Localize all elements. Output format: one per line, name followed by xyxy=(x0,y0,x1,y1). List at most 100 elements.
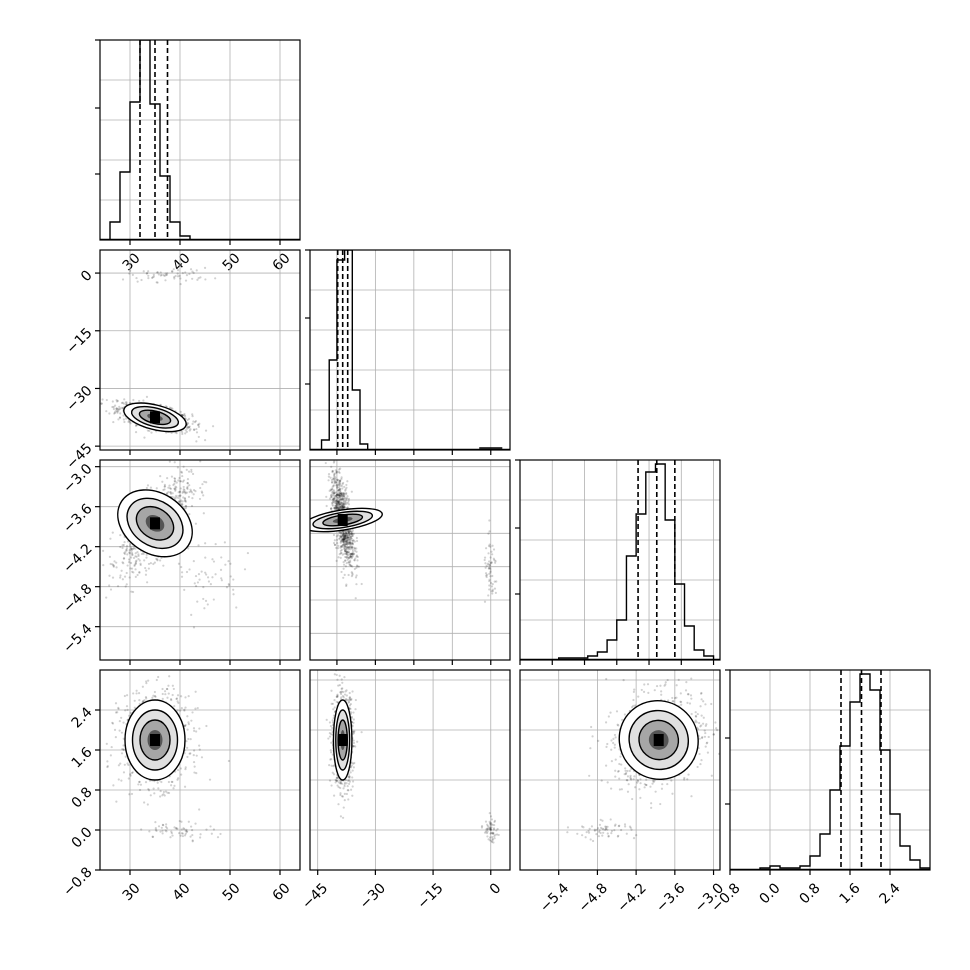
scatter-point xyxy=(344,532,348,535)
scatter-point xyxy=(355,539,359,543)
scatter-point xyxy=(337,544,340,548)
scatter-point xyxy=(175,697,178,701)
scatter-point-outlier xyxy=(173,277,176,280)
scatter-point xyxy=(338,481,342,484)
scatter-point xyxy=(351,534,354,537)
scatter-point xyxy=(348,700,351,703)
scatter-point xyxy=(343,536,346,539)
scatter-point xyxy=(342,787,345,790)
scatter-point xyxy=(193,765,196,768)
scatter-point xyxy=(129,773,132,776)
scatter-point-outlier xyxy=(207,580,211,583)
scatter-point-outlier xyxy=(191,833,194,837)
scatter-point xyxy=(181,480,185,483)
scatter-point xyxy=(350,788,353,791)
scatter-point-outlier xyxy=(489,829,493,832)
scatter-point xyxy=(355,566,358,569)
scatter-point xyxy=(200,490,203,493)
scatter-point xyxy=(143,699,146,702)
scatter-point xyxy=(331,492,334,495)
scatter-point xyxy=(114,702,118,705)
scatter-point-outlier xyxy=(169,836,172,839)
scatter-point xyxy=(343,500,346,503)
scatter-point xyxy=(328,489,331,492)
scatter-point xyxy=(351,539,354,542)
scatter-point xyxy=(115,400,119,403)
scatter-point xyxy=(336,501,339,504)
scatter-point xyxy=(132,692,135,695)
scatter-point xyxy=(161,480,164,483)
scatter-point xyxy=(169,698,173,701)
scatter-point xyxy=(338,501,341,504)
scatter-point xyxy=(184,499,187,502)
scatter-point-outlier xyxy=(191,840,194,843)
scatter-point xyxy=(348,542,351,545)
scatter-point-outlier xyxy=(140,278,143,282)
scatter-point-outlier xyxy=(163,274,166,278)
scatter-point xyxy=(343,485,346,488)
scatter-point xyxy=(124,585,127,588)
scatter-point xyxy=(147,562,151,566)
scatter-point xyxy=(192,428,196,431)
scatter-point xyxy=(355,564,359,567)
scatter-point xyxy=(122,748,125,751)
scatter-point xyxy=(344,532,347,535)
scatter-point xyxy=(340,536,343,539)
scatter-point xyxy=(185,430,188,433)
scatter-point-outlier xyxy=(154,821,157,824)
scatter-point xyxy=(346,533,349,537)
scatter-point xyxy=(332,498,335,501)
scatter-point xyxy=(117,706,120,709)
scatter-point xyxy=(339,815,343,818)
scatter-point xyxy=(348,530,351,533)
scatter-point xyxy=(111,531,114,534)
panel-scatter-p2-p0: −3.0−3.6−4.2−4.8−5.4 xyxy=(60,459,301,665)
scatter-point xyxy=(337,488,340,491)
scatter-point xyxy=(130,567,134,570)
scatter-point xyxy=(170,784,173,787)
scatter-point xyxy=(352,730,355,733)
scatter-point xyxy=(332,484,335,487)
scatter-point-outlier xyxy=(173,275,176,279)
scatter-point xyxy=(339,491,342,494)
scatter-point xyxy=(331,503,334,506)
scatter-point xyxy=(347,550,350,554)
scatter-point xyxy=(336,547,340,550)
scatter-point xyxy=(335,498,338,501)
scatter-point xyxy=(345,538,348,541)
scatter-point xyxy=(351,785,354,788)
scatter-point xyxy=(173,479,176,483)
scatter-point xyxy=(330,488,333,491)
scatter-point xyxy=(342,493,345,496)
scatter-point xyxy=(178,476,181,480)
scatter-point xyxy=(125,549,128,552)
scatter-point xyxy=(156,558,159,561)
scatter-point-outlier xyxy=(181,832,184,835)
scatter-point xyxy=(190,504,194,508)
scatter-point xyxy=(339,501,343,504)
scatter-point xyxy=(200,756,204,759)
scatter-point xyxy=(184,500,187,503)
scatter-point-outlier xyxy=(487,827,490,830)
scatter-point xyxy=(353,547,356,550)
scatter-point xyxy=(184,505,187,508)
scatter-point xyxy=(338,537,341,541)
scatter-point xyxy=(338,503,342,506)
scatter-point xyxy=(340,531,343,534)
scatter-point xyxy=(118,416,122,419)
scatter-point-outlier xyxy=(488,566,492,569)
scatter-point-outlier xyxy=(175,827,178,830)
scatter-point xyxy=(337,494,340,497)
scatter-point xyxy=(124,755,127,758)
scatter-point xyxy=(351,546,354,549)
scatter-point-outlier xyxy=(205,828,208,831)
scatter-point xyxy=(145,682,148,685)
scatter-point xyxy=(332,794,336,797)
scatter-point xyxy=(343,693,347,696)
scatter-point xyxy=(120,406,123,409)
scatter-point xyxy=(345,492,348,495)
scatter-point xyxy=(185,740,188,743)
scatter-point xyxy=(345,543,348,546)
scatter-point-outlier xyxy=(483,558,486,562)
scatter-point xyxy=(351,769,354,772)
